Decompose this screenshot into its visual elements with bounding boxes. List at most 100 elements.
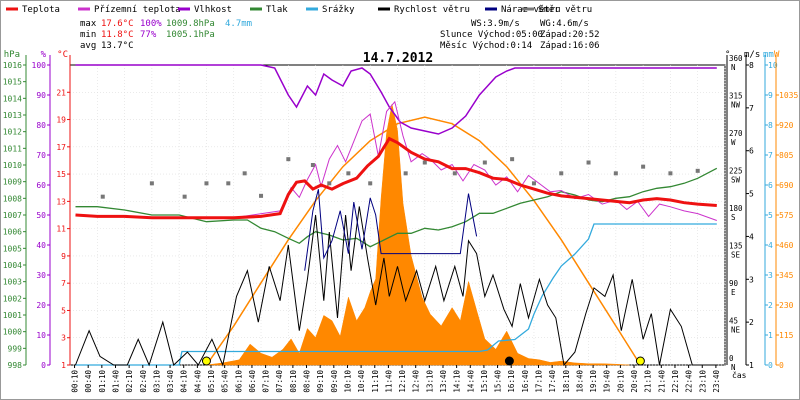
x-tick-label: 11:40 — [384, 370, 393, 393]
axis-tick-label-dir: 270 — [729, 129, 743, 138]
axis-tick-label-w: 690 — [779, 181, 794, 190]
axis-tick-label-hpa: 1000 — [3, 328, 22, 337]
axis-tick-label-degc: 9 — [61, 252, 66, 261]
axis-tick-label-w: 115 — [779, 331, 794, 340]
stats-wind-speed: WS:3.9m/s — [471, 19, 520, 29]
axis-tick-label-mm: 3 — [768, 271, 773, 280]
axis-tick-label-degc: 11 — [56, 225, 66, 234]
axis-title-w: W — [774, 50, 780, 60]
axis-tick-label-ms: 5 — [749, 190, 754, 199]
legend-label-5: Rychlost větru — [394, 5, 470, 15]
wind-direction-marker — [149, 181, 154, 186]
x-tick-label: 14:40 — [466, 370, 475, 393]
axis-tick-label-w: 805 — [779, 151, 794, 160]
wind-direction-marker — [368, 181, 373, 186]
axis-tick-label-pct: 80 — [36, 121, 46, 130]
rain-line — [75, 223, 717, 366]
axis-tick-label-ms: 7 — [749, 104, 754, 113]
x-tick-label: 23:10 — [698, 370, 707, 393]
stats-max-label: max — [80, 19, 97, 29]
wind-direction-marker — [613, 171, 618, 176]
wind-direction-marker — [641, 164, 646, 169]
axis-tick-label-hpa: 1014 — [3, 94, 22, 103]
sunset-marker — [635, 356, 645, 366]
axis-tick-label-dir: 180 — [729, 204, 743, 213]
axis-tick-label-degc: 1 — [61, 361, 66, 370]
axis-tick-label-w: 230 — [779, 301, 794, 310]
x-tick-label: 19:10 — [589, 370, 598, 393]
x-tick-label: 20:10 — [616, 370, 625, 393]
axis-compass-label: NW — [731, 101, 741, 110]
x-tick-label: 04:40 — [193, 370, 202, 393]
axis-tick-label-mm: 0 — [768, 361, 773, 370]
axis-tick-label-mm: 7 — [768, 151, 773, 160]
x-tick-label: 13:10 — [425, 370, 434, 393]
x-tick-label: 12:10 — [398, 370, 407, 393]
wind-direction-marker — [452, 171, 457, 176]
stats-panel: max 17.6°C 100% 1009.8hPa 4.7mm min 11.8… — [80, 19, 600, 51]
stats-avg-temp: 13.7°C — [101, 41, 134, 51]
axis-tick-label-pct: 10 — [36, 331, 46, 340]
stats-max-pressure: 1009.8hPa — [166, 19, 215, 29]
axis-title-mm: mm — [763, 50, 774, 60]
x-tick-label: 01:40 — [111, 370, 120, 393]
axes: hPa9989991000100110021003100410051006100… — [3, 50, 799, 393]
x-tick-label: 21:40 — [657, 370, 666, 393]
x-tick-label: 21:10 — [644, 370, 653, 393]
axis-tick-label-degc: 17 — [56, 143, 66, 152]
axis-tick-label-w: 575 — [779, 211, 794, 220]
axis-tick-label-dir: 225 — [729, 167, 743, 176]
axis-tick-label-hpa: 1003 — [3, 278, 22, 287]
x-tick-label: 11:10 — [371, 370, 380, 393]
x-tick-label: 02:40 — [139, 370, 148, 393]
x-tick-label: 19:40 — [603, 370, 612, 393]
axis-tick-label-mm: 4 — [768, 241, 773, 250]
axis-compass-label: N — [731, 63, 736, 72]
axis-tick-label-hpa: 1006 — [3, 228, 22, 237]
wind-direction-marker — [100, 194, 105, 199]
x-tick-label: 06:10 — [234, 370, 243, 393]
legend: Teplota Přízemní teplota Vlhkost Tlak Srážky… — [6, 5, 592, 15]
wind-direction-marker — [182, 194, 187, 199]
axis-title-degc: °C — [57, 50, 68, 60]
x-tick-label: 07:40 — [275, 370, 284, 393]
axis-tick-label-pct: 60 — [36, 181, 46, 190]
axis-tick-label-pct: 70 — [36, 151, 46, 160]
x-axis-label: čas — [732, 370, 747, 380]
wind-direction-marker — [259, 193, 264, 198]
x-tick-label: 16:40 — [521, 370, 530, 393]
x-tick-label: 17:40 — [548, 370, 557, 393]
axis-tick-label-ms: 6 — [749, 147, 754, 156]
axis-tick-label-w: 460 — [779, 241, 794, 250]
axis-compass-label: E — [731, 288, 736, 297]
axis-tick-label-w: 1035 — [779, 91, 798, 100]
axis-tick-label-dir: 315 — [729, 92, 743, 101]
axis-title-pct: % — [41, 50, 47, 60]
x-tick-label: 07:10 — [262, 370, 271, 393]
wind-direction-marker — [695, 168, 700, 173]
axis-tick-label-pct: 40 — [36, 241, 46, 250]
legend-label-4: Srážky — [322, 5, 355, 15]
legend-label-0: Teplota — [22, 5, 60, 15]
x-tick-label: 01:10 — [98, 370, 107, 393]
x-tick-label: 08:40 — [303, 370, 312, 393]
stats-rain: 4.7mm — [225, 19, 252, 29]
solar-path-line — [205, 116, 642, 366]
stats-min-label: min — [80, 30, 96, 40]
axis-tick-label-degc: 7 — [61, 279, 66, 288]
wind-direction-marker — [346, 171, 351, 176]
moonset-marker — [504, 356, 514, 366]
x-tick-label: 22:40 — [685, 370, 694, 393]
axis-tick-label-pct: 20 — [36, 301, 46, 310]
axis-tick-label-pct: 100 — [32, 61, 47, 70]
axis-tick-label-degc: 15 — [56, 170, 66, 179]
wind-direction-marker — [586, 160, 591, 165]
x-tick-label: 18:40 — [575, 370, 584, 393]
stats-max-humidity: 100% — [140, 19, 162, 29]
axis-tick-label-w: 0 — [779, 361, 784, 370]
x-tick-label: 23:40 — [712, 370, 721, 393]
x-tick-label: 09:40 — [330, 370, 339, 393]
pressure-line — [75, 167, 718, 248]
axis-tick-label-ms: 1 — [749, 361, 754, 370]
